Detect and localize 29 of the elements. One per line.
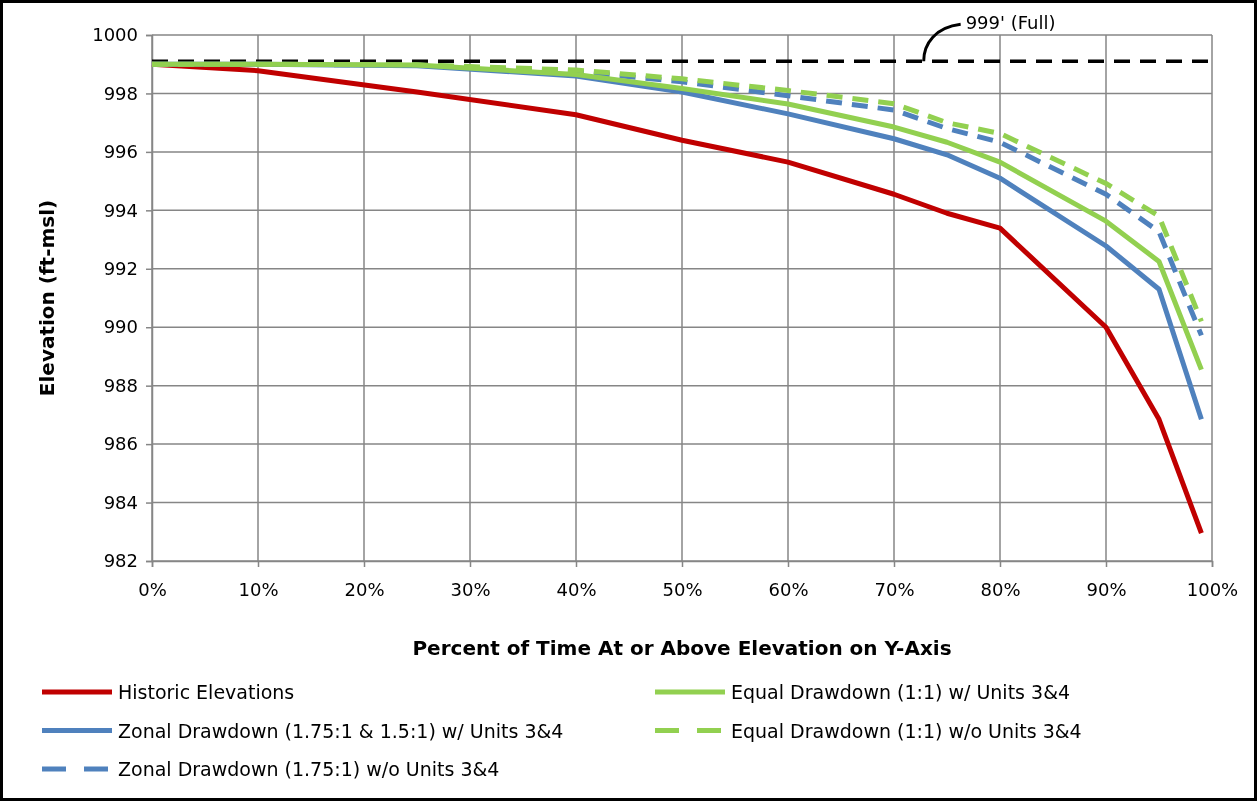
legend-label: Zonal Drawdown (1.75:1 & 1.5:1) w/ Units 3&4 xyxy=(118,719,564,742)
legend-label: Equal Drawdown (1:1) w/o Units 3&4 xyxy=(731,719,1082,742)
y-tick-label: 990 xyxy=(103,316,138,338)
ref-line-label: 999' (Full) xyxy=(965,12,1056,34)
y-tick-label: 998 xyxy=(103,82,138,104)
y-tick-label: 992 xyxy=(103,258,138,280)
legend-label: Equal Drawdown (1:1) w/ Units 3&4 xyxy=(731,681,1071,703)
legend-label: Historic Elevations xyxy=(118,681,295,703)
x-tick-label: 90% xyxy=(1086,578,1127,600)
y-tick-label: 982 xyxy=(103,550,138,572)
y-axis-title: Elevation (ft-msl) xyxy=(35,199,59,397)
x-tick-label: 10% xyxy=(238,578,279,600)
x-tick-label: 0% xyxy=(138,578,167,600)
y-tick-label: 986 xyxy=(103,433,138,455)
y-tick-label: 988 xyxy=(103,374,138,396)
x-tick-label: 40% xyxy=(556,578,597,600)
x-tick-label: 80% xyxy=(980,578,1021,600)
legend-label: Zonal Drawdown (1.75:1) w/o Units 3&4 xyxy=(118,758,500,780)
x-tick-label: 30% xyxy=(450,578,491,600)
y-tick-label: 1000 xyxy=(92,24,138,46)
x-tick-label: 100% xyxy=(1186,578,1239,600)
x-tick-label: 20% xyxy=(344,578,385,600)
y-tick-label: 996 xyxy=(103,141,138,163)
x-tick-label: 60% xyxy=(768,578,809,600)
y-tick-label: 994 xyxy=(103,199,138,221)
x-tick-label: 50% xyxy=(662,578,703,600)
y-tick-label: 984 xyxy=(103,491,138,513)
x-axis-title: Percent of Time At or Above Elevation on Y-Axis xyxy=(412,636,952,660)
x-tick-label: 70% xyxy=(874,578,915,600)
